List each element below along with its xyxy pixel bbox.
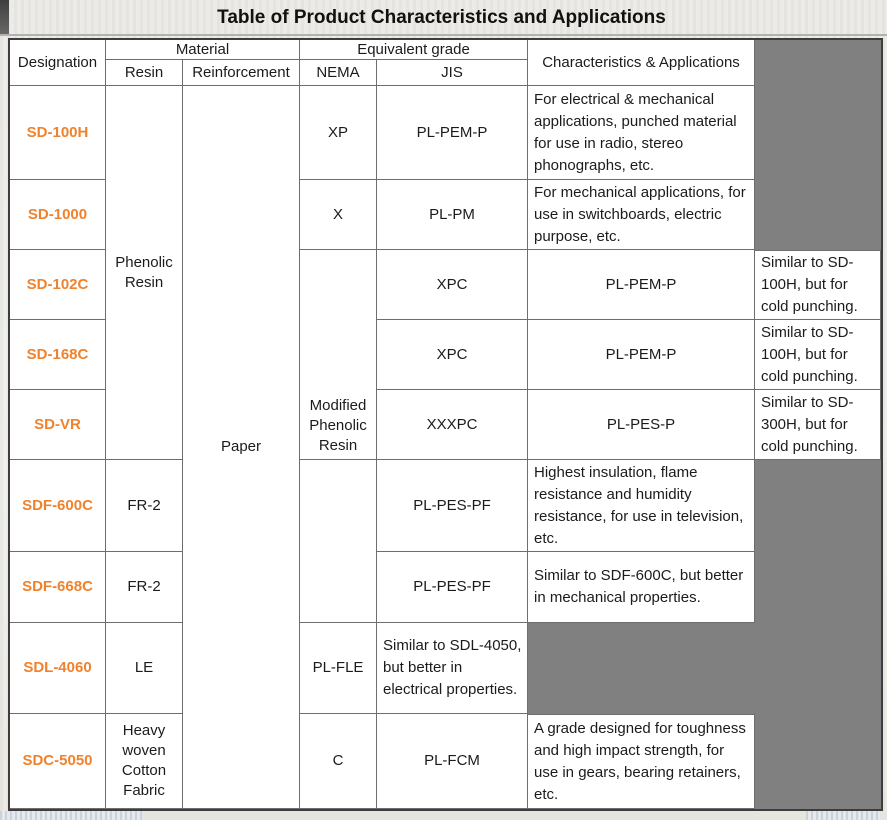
cell-designation-sd-vr: SD-VR (10, 390, 106, 460)
header-nema: NEMA (300, 60, 377, 86)
cell-jis-sd-1000: PL-PM (377, 180, 528, 250)
cell-nema-pl-fle: PL-FLE (300, 623, 377, 714)
cell-resin-fr2-668c: FR-2 (106, 552, 183, 623)
cell-designation-sd-102c: SD-102C (10, 250, 106, 320)
header-characteristics: Characteristics & Applications (528, 40, 755, 86)
gray-block-top-right (755, 40, 881, 250)
cell-designation-sdf-668c: SDF-668C (10, 552, 106, 623)
cell-designation-sd-168c: SD-168C (10, 320, 106, 390)
cell-resin-phenolic-group: Phenolic Resin (106, 86, 183, 460)
gray-block-bottom-right (755, 460, 881, 809)
cell-jis-sd-102c: XPC (377, 250, 528, 320)
cell-nema-x: X (300, 180, 377, 250)
background-bottom-band (0, 811, 887, 820)
background-dark-bar (0, 0, 9, 36)
cell-designation-sdl-4060: SDL-4060 (10, 623, 106, 714)
cell-characteristics-sdf-668c: Similar to SDF-600C, but better in mecha… (528, 552, 755, 623)
cell-characteristics-sd-100h: For electrical & mechanical applications… (528, 86, 755, 180)
header-equivalent-grade: Equivalent grade (300, 40, 528, 60)
header-designation: Designation (10, 40, 106, 86)
header-reinforcement: Reinforcement (183, 60, 300, 86)
cell-jis-sdc-5050: PL-FCM (377, 714, 528, 809)
cell-resin-fr2-600c: FR-2 (106, 460, 183, 552)
cell-jis-sd-100h: PL-PEM-P (377, 86, 528, 180)
cell-resin-le: LE (106, 623, 183, 714)
cell-nema-modified-phenolic: Modified Phenolic Resin (300, 250, 377, 460)
cell-note-sd-102c: Similar to SD-100H, but for cold punchin… (755, 250, 881, 320)
cell-jis-sdf-600c: PL-PES-PF (377, 460, 528, 552)
cell-jis-sd-168c: XPC (377, 320, 528, 390)
cell-characteristics-sd-168c: PL-PEM-P (528, 320, 755, 390)
cell-characteristics-sd-1000: For mechanical applications, for use in … (528, 180, 755, 250)
page-title: Table of Product Characteristics and App… (217, 7, 666, 28)
background-stripes-left (0, 811, 142, 820)
cell-characteristics-sdc-5050: A grade designed for toughness and high … (528, 714, 755, 809)
cell-note-sd-168c: Similar to SD-100H, but for cold punchin… (755, 320, 881, 390)
header-jis: JIS (377, 60, 528, 86)
cell-characteristics-sd-vr: PL-PES-P (528, 390, 755, 460)
cell-jis-sd-vr: XXXPC (377, 390, 528, 460)
cell-jis-sdl-4060-note: Similar to SDL-4050, but better in elect… (377, 623, 528, 714)
cell-characteristics-sd-102c: PL-PEM-P (528, 250, 755, 320)
gray-block-sdl-4060 (528, 623, 755, 714)
cell-designation-sdf-600c: SDF-600C (10, 460, 106, 552)
header-material: Material (106, 40, 300, 60)
cell-nema-c: C (300, 714, 377, 809)
cell-characteristics-sdf-600c: Highest insulation, flame resistance and… (528, 460, 755, 552)
product-table: Designation Material Equivalent grade Ch… (8, 38, 883, 811)
cell-note-sd-vr: Similar to SD-300H, but for cold punchin… (755, 390, 881, 460)
cell-designation-sd-100h: SD-100H (10, 86, 106, 180)
header-resin: Resin (106, 60, 183, 86)
cell-jis-sdf-668c: PL-PES-PF (377, 552, 528, 623)
background-stripes-right (806, 811, 880, 820)
cell-reinforcement-paper-group: Paper (183, 86, 300, 809)
cell-resin-cotton-fabric: Heavy woven Cotton Fabric (106, 714, 183, 809)
cell-nema-xp: XP (300, 86, 377, 180)
cell-designation-sd-1000: SD-1000 (10, 180, 106, 250)
cell-designation-sdc-5050: SDC-5050 (10, 714, 106, 809)
cell-nema-empty (300, 460, 377, 623)
title-divider (0, 34, 887, 36)
